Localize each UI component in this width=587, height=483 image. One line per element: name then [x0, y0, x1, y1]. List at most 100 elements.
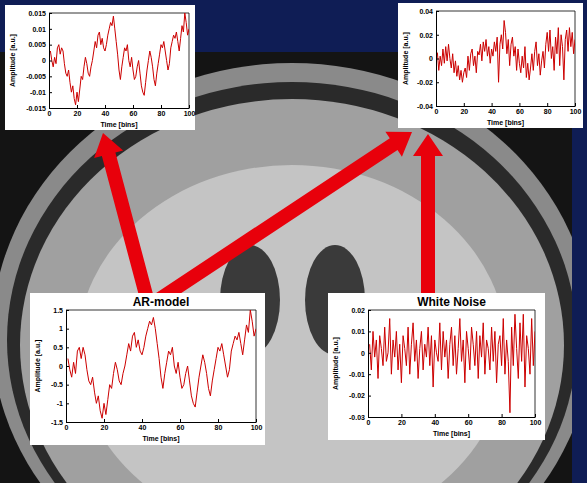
tick: 100	[530, 414, 542, 426]
tick-label: -1.5	[51, 419, 63, 426]
tick-mark	[161, 105, 162, 108]
tick-mark	[535, 414, 536, 417]
chart-panel: 020406080100-1.5-1-0.500.511.5Time [bins…	[30, 293, 265, 445]
tick-mark	[133, 105, 134, 108]
frame	[189, 13, 190, 108]
tick-label: 0	[435, 108, 439, 115]
panel-background	[30, 293, 265, 445]
tick: 100	[251, 419, 263, 431]
axis-line	[368, 311, 369, 418]
tick-mark	[49, 13, 52, 14]
tick: 0.015	[28, 10, 52, 17]
tick: 40	[488, 103, 496, 115]
tick: 100	[570, 103, 582, 115]
tick: 0.005	[28, 41, 52, 48]
tick: 0.02	[351, 307, 371, 314]
chart-panel: 020406080100-0.015-0.01-0.00500.0050.010…	[5, 5, 195, 130]
tick-label: -0.015	[26, 105, 46, 112]
tick-label: 0.005	[28, 41, 46, 48]
axis-line	[437, 106, 576, 107]
tick: 80	[158, 105, 166, 117]
x-axis: 020406080100	[48, 105, 196, 117]
tick-mark	[368, 331, 371, 332]
plot-area: 020406080100-0.03-0.02-0.0100.010.02	[349, 307, 541, 426]
tick: -0.03	[349, 414, 371, 421]
tick-mark	[49, 76, 52, 77]
y-axis-title: Amplitude [a.u.]	[402, 32, 410, 85]
tick-mark	[66, 403, 69, 404]
tick: -0.02	[349, 392, 371, 399]
tick-label: 40	[431, 419, 439, 426]
data-line	[370, 314, 535, 412]
arrow	[413, 134, 443, 300]
frame	[368, 310, 535, 311]
y-axis-title: Amplitude [a.u.]	[34, 340, 42, 393]
tick-mark	[142, 419, 143, 422]
y-axis: -0.015-0.01-0.00500.0050.010.015	[26, 10, 52, 112]
tick-mark	[66, 366, 69, 367]
tick-mark	[180, 419, 181, 422]
tick-label: 80	[215, 424, 223, 431]
chart-title: White Noise	[417, 295, 486, 309]
tick-label: -0.04	[417, 103, 433, 110]
tick-label: 100	[570, 108, 582, 115]
tick-mark	[77, 105, 78, 108]
y-axis: -0.04-0.0200.020.04	[417, 8, 439, 110]
tick-mark	[49, 29, 52, 30]
tick: 0	[59, 363, 69, 370]
tick: 60	[130, 105, 138, 117]
frame	[436, 11, 575, 12]
axis-line	[369, 417, 536, 418]
series-group	[370, 314, 535, 412]
data-line	[437, 21, 575, 83]
y-axis: -1.5 -1 -0.5 0 0.5 1 1.5	[51, 307, 69, 426]
series-group	[50, 13, 189, 105]
plot-area: 020406080100-0.015-0.01-0.00500.0050.010…	[26, 10, 195, 117]
tick: 0	[361, 350, 371, 357]
tick-mark	[436, 106, 439, 107]
tick-mark	[66, 329, 69, 330]
tick: 1.5	[53, 307, 69, 314]
tick-label: 20	[460, 108, 468, 115]
tick: 80	[498, 414, 506, 426]
tick-mark	[436, 11, 439, 12]
tick-label: -0.005	[26, 73, 46, 80]
tick-label: 80	[498, 419, 506, 426]
panel-background	[328, 293, 545, 440]
tick-label: 20	[398, 419, 406, 426]
tick-mark	[368, 417, 371, 418]
chart-title: AR-model	[133, 295, 190, 309]
tick-mark	[464, 103, 465, 106]
tick: 20	[398, 414, 406, 426]
tick-mark	[502, 414, 503, 417]
tick-mark	[436, 59, 439, 60]
frame	[66, 310, 256, 311]
tick-mark	[547, 103, 548, 106]
tick: 0.5	[53, 344, 69, 351]
tick-mark	[189, 105, 190, 108]
tick: 1	[59, 325, 69, 332]
tick-label: 40	[102, 110, 110, 117]
x-axis-title: Time [bins]	[487, 119, 524, 127]
tick-mark	[435, 414, 436, 417]
panel-background	[398, 3, 583, 128]
mri-cortex	[20, 99, 564, 483]
axis-line	[67, 422, 257, 423]
tick-label: 60	[465, 419, 473, 426]
tick-mark	[49, 45, 52, 46]
tick-mark	[256, 419, 257, 422]
tick: 80	[215, 419, 223, 431]
tick-label: -0.01	[30, 89, 46, 96]
tick-mark	[519, 103, 520, 106]
tick: 0.01	[351, 328, 371, 335]
tick-label: 0.02	[351, 307, 365, 314]
tick: -1.5	[51, 419, 69, 426]
tick: -0.04	[417, 103, 439, 110]
tick: 0.02	[419, 31, 439, 38]
x-axis: 020406080100	[435, 103, 582, 115]
tick-label: 100	[184, 110, 196, 117]
tick: 0	[429, 55, 439, 62]
tick: -0.5	[51, 381, 69, 388]
chart-panel: 020406080100-0.03-0.02-0.0100.010.02Time…	[328, 293, 545, 440]
tick: -1	[57, 400, 69, 407]
